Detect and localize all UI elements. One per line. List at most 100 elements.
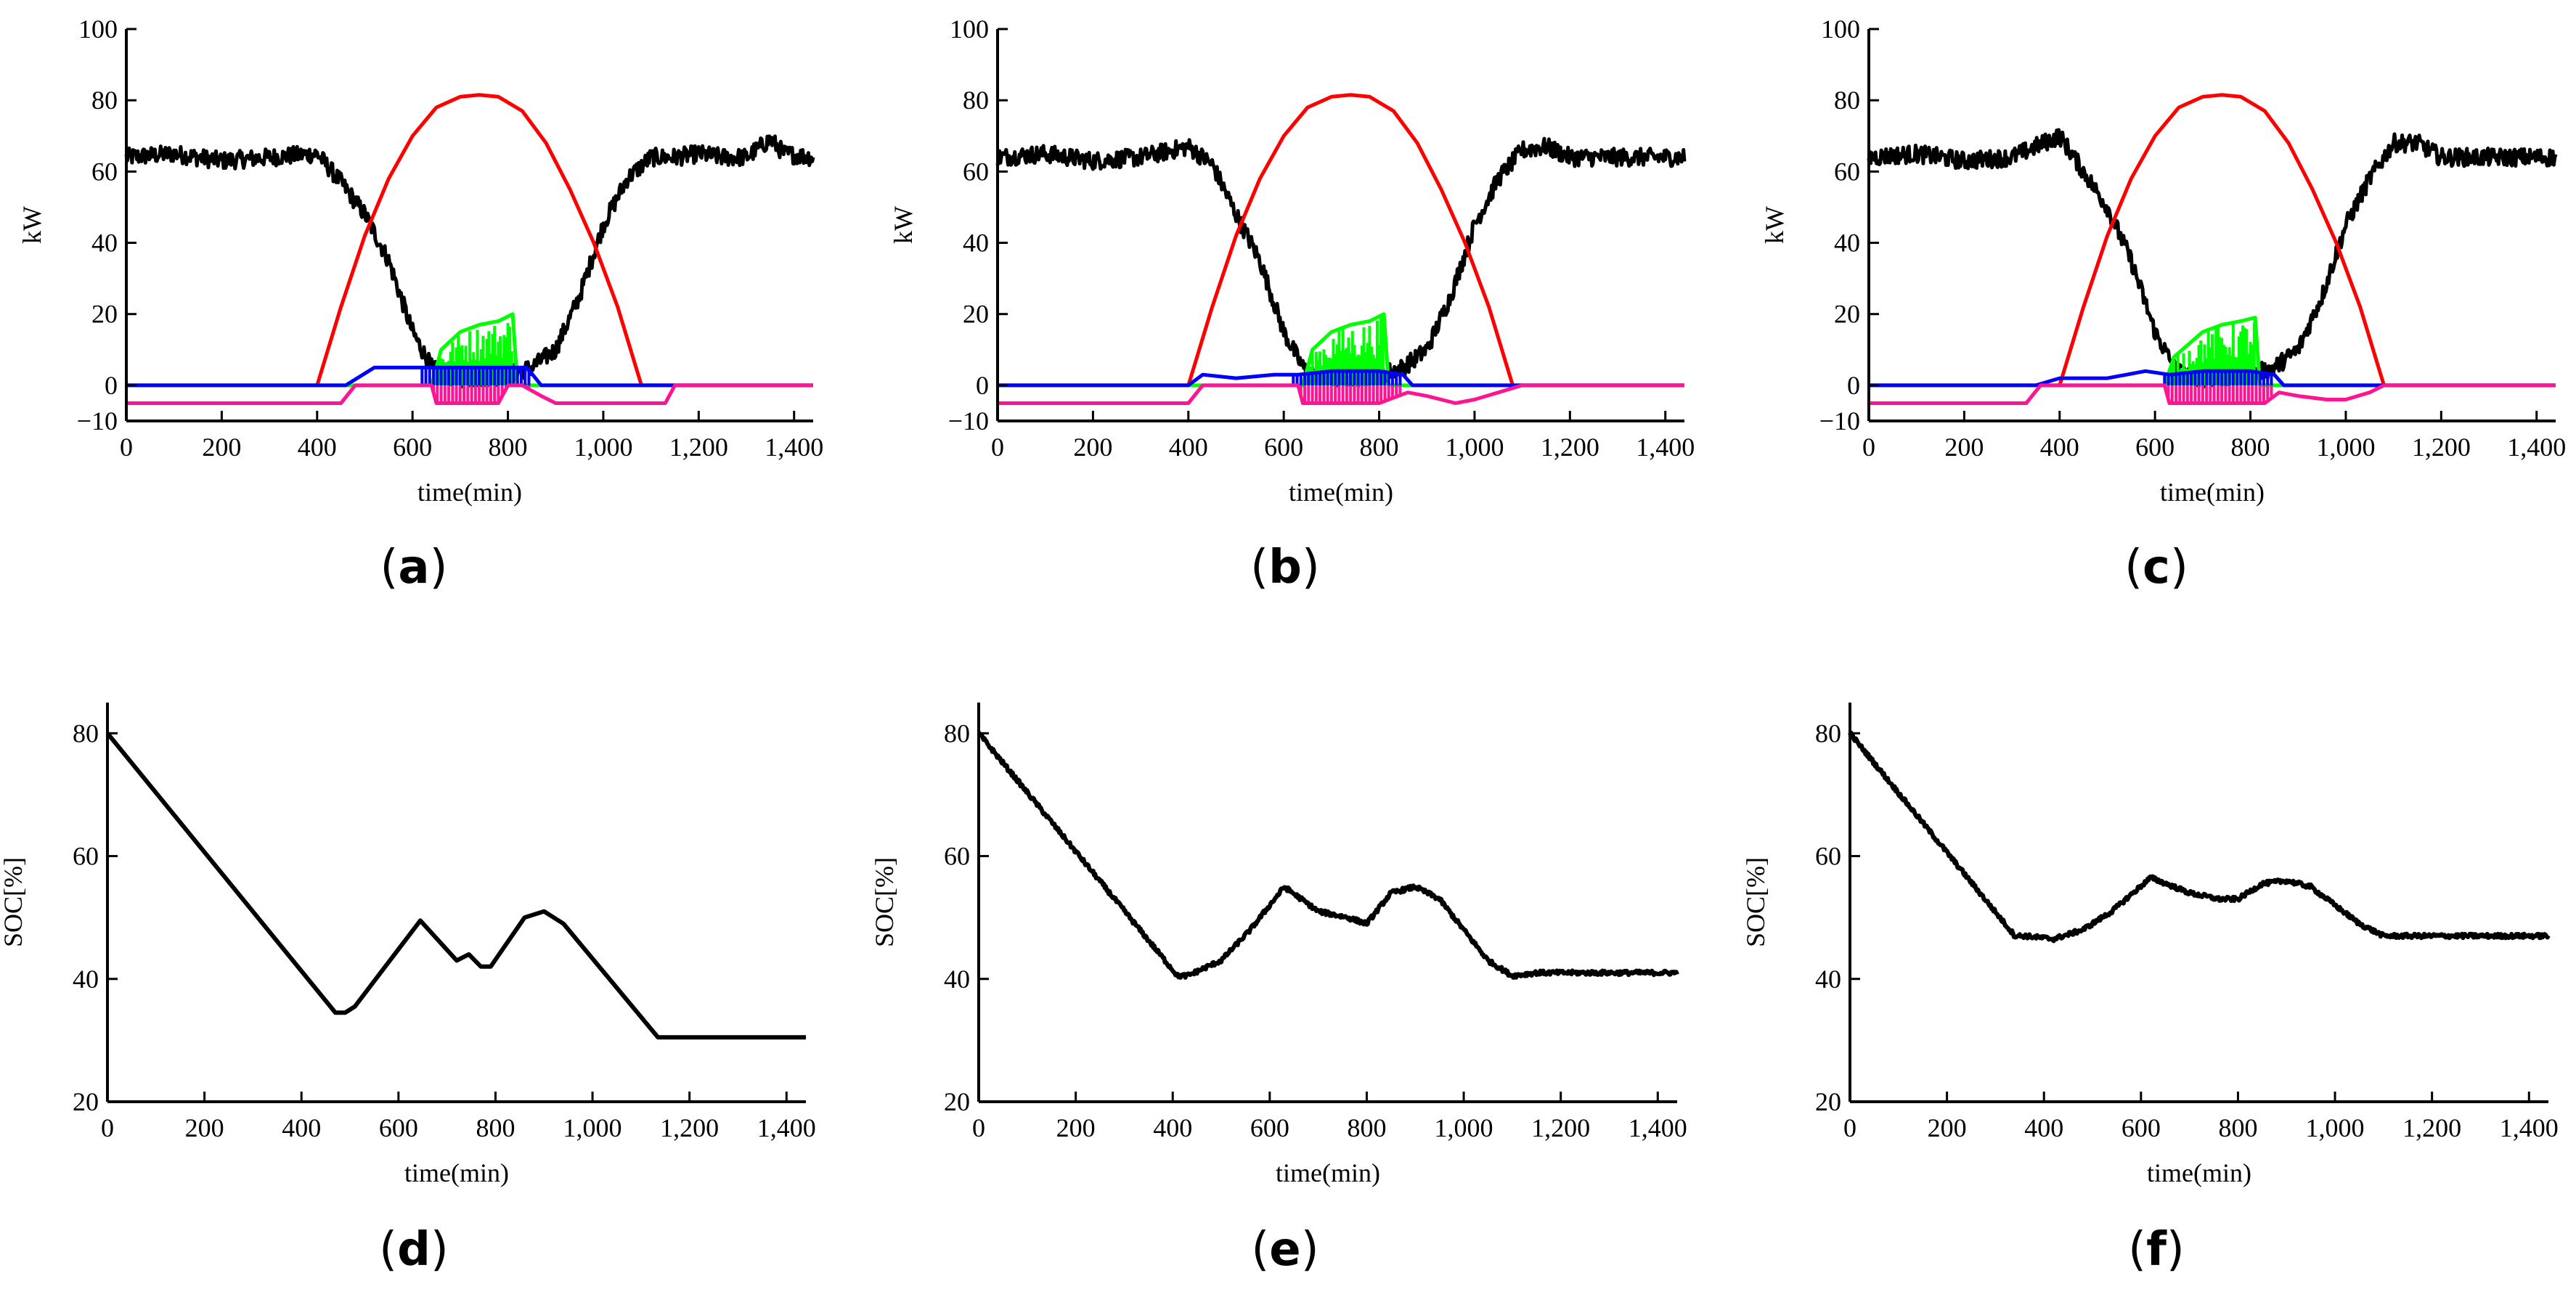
y-tick-label: 20 xyxy=(73,1087,99,1116)
y-axis-label: SOC[%] xyxy=(0,857,28,947)
y-tick-label: 20 xyxy=(1815,1087,1841,1116)
x-tick-label: 1,400 xyxy=(1636,433,1695,462)
x-tick-label: 200 xyxy=(1928,1113,1967,1142)
y-tick-label: 0 xyxy=(976,371,989,400)
label-d: (d) xyxy=(379,1223,449,1277)
x-tick-label: 200 xyxy=(185,1113,224,1142)
x-tick-label: 0 xyxy=(991,433,1004,462)
x-tick-label: 400 xyxy=(2040,433,2079,462)
y-tick-label: 40 xyxy=(1834,229,1860,258)
x-tick-label: 800 xyxy=(1347,1113,1386,1142)
x-tick-label: 800 xyxy=(489,433,528,462)
x-axis-label: time(min) xyxy=(2160,478,2265,507)
x-tick-label: 200 xyxy=(202,433,241,462)
y-axis-label: SOC[%] xyxy=(870,857,899,947)
x-axis-label: time(min) xyxy=(417,478,522,507)
x-tick-label: 600 xyxy=(393,433,432,462)
x-tick-label: 1,000 xyxy=(1435,1113,1493,1142)
series-soc xyxy=(977,731,1679,980)
y-tick-label: 80 xyxy=(1834,86,1860,115)
x-tick-label: 1,200 xyxy=(2402,1113,2461,1142)
x-axis-label: time(min) xyxy=(404,1158,509,1187)
chart-b: 0 200 400 600 800 1,000 1,200 1,400−10020406080… xyxy=(889,15,1695,507)
y-axis-label: kW xyxy=(1760,206,1789,244)
x-tick-label: 600 xyxy=(379,1113,418,1142)
x-tick-label: 1,200 xyxy=(1531,1113,1590,1142)
y-tick-label: 40 xyxy=(73,965,99,994)
x-tick-label: 1,400 xyxy=(757,1113,816,1142)
y-tick-label: 60 xyxy=(944,842,970,871)
x-tick-label: 1,400 xyxy=(2500,1113,2559,1142)
y-tick-label: −10 xyxy=(1819,406,1860,435)
chart-a: 0 200 400 600 800 1,000 1,200 1,400−10020406080… xyxy=(17,15,823,507)
x-tick-label: 0 xyxy=(1843,1113,1856,1142)
y-tick-label: 20 xyxy=(91,300,118,329)
y-tick-label: 80 xyxy=(944,719,970,748)
x-tick-label: 1,000 xyxy=(2316,433,2375,462)
x-tick-label: 0 xyxy=(1862,433,1875,462)
chart-f: 0 200 400 600 800 1,000 1,200 1,400 20 40 60 80 time… xyxy=(1741,703,2559,1187)
y-tick-label: 0 xyxy=(105,371,118,400)
chart-d: 0 200 400 600 800 1,000 1,200 1,400 20 40 60 80 time… xyxy=(0,703,816,1187)
series-battery_discharge xyxy=(998,383,1684,405)
y-tick-label: 80 xyxy=(91,86,118,115)
y-axis-label: SOC[%] xyxy=(1741,857,1770,947)
y-tick-label: 100 xyxy=(1821,15,1860,44)
y-tick-label: 100 xyxy=(78,15,118,44)
x-tick-label: 1,200 xyxy=(669,433,728,462)
x-tick-label: 0 xyxy=(101,1113,114,1142)
y-tick-label: −10 xyxy=(948,406,989,435)
y-tick-label: 80 xyxy=(73,719,99,748)
y-tick-label: 80 xyxy=(963,86,989,115)
x-tick-label: 0 xyxy=(120,433,133,462)
series-pv xyxy=(1869,93,2556,388)
x-tick-label: 200 xyxy=(1944,433,1984,462)
label-e: (e) xyxy=(1251,1223,1319,1277)
y-tick-label: 100 xyxy=(950,15,989,44)
x-tick-label: 600 xyxy=(2121,1113,2161,1142)
x-tick-label: 1,000 xyxy=(2306,1113,2365,1142)
x-tick-label: 400 xyxy=(282,1113,321,1142)
series-soc xyxy=(105,732,806,1040)
y-tick-label: 80 xyxy=(1815,719,1841,748)
y-tick-label: 0 xyxy=(1847,371,1860,400)
label-a: (a) xyxy=(380,541,448,594)
label-b: (b) xyxy=(1250,541,1320,594)
y-tick-label: 20 xyxy=(963,300,989,329)
y-tick-label: 40 xyxy=(1815,965,1841,994)
series-battery_discharge xyxy=(126,383,813,405)
x-tick-label: 400 xyxy=(1153,1113,1192,1142)
y-tick-label: 60 xyxy=(73,842,99,871)
x-tick-label: 1,000 xyxy=(574,433,632,462)
x-axis-label: time(min) xyxy=(1276,1158,1380,1187)
y-axis-label: kW xyxy=(889,206,918,244)
y-tick-label: 40 xyxy=(963,229,989,258)
series-pv xyxy=(998,93,1684,388)
series-battery_charge xyxy=(126,365,813,388)
y-tick-label: 60 xyxy=(963,157,989,186)
y-tick-label: 60 xyxy=(1834,157,1860,186)
y-axis-label: kW xyxy=(17,206,46,244)
x-tick-label: 0 xyxy=(972,1113,985,1142)
x-tick-label: 600 xyxy=(2135,433,2174,462)
x-tick-label: 200 xyxy=(1056,1113,1096,1142)
x-tick-label: 400 xyxy=(2024,1113,2063,1142)
x-tick-label: 1,200 xyxy=(2412,433,2471,462)
y-tick-label: 40 xyxy=(91,229,118,258)
x-tick-label: 600 xyxy=(1264,433,1303,462)
x-tick-label: 1,200 xyxy=(660,1113,719,1142)
x-axis-label: time(min) xyxy=(1289,478,1393,507)
y-tick-label: 60 xyxy=(91,157,118,186)
x-tick-label: 800 xyxy=(1360,433,1399,462)
x-tick-label: 1,400 xyxy=(2507,433,2566,462)
y-tick-label: 40 xyxy=(944,965,970,994)
x-tick-label: 1,200 xyxy=(1541,433,1599,462)
y-tick-label: 60 xyxy=(1815,842,1841,871)
x-tick-label: 1,400 xyxy=(765,433,823,462)
x-tick-label: 400 xyxy=(298,433,337,462)
x-tick-label: 1,000 xyxy=(1445,433,1504,462)
x-tick-label: 1,400 xyxy=(1629,1113,1687,1142)
y-tick-label: 20 xyxy=(1834,300,1860,329)
x-tick-label: 800 xyxy=(2231,433,2270,462)
